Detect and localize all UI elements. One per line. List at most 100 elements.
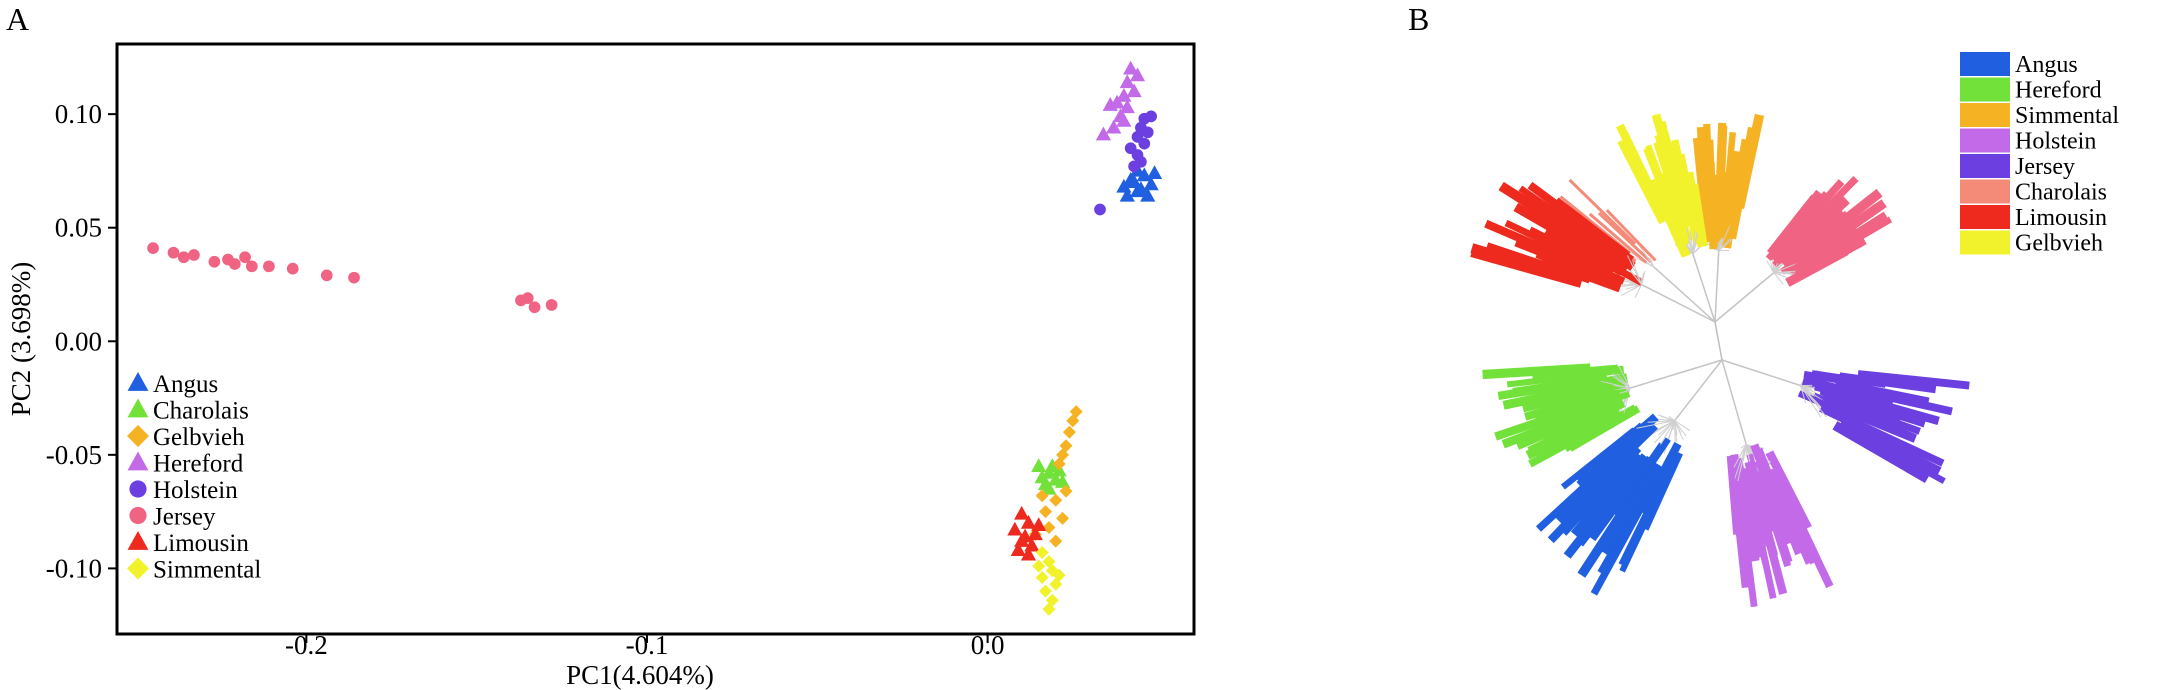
legend-label-gelbvieh: Gelbvieh	[153, 424, 245, 451]
tree-stem	[1674, 359, 1723, 422]
tree-internal-branch	[1674, 420, 1687, 437]
point-gelbvieh	[1052, 457, 1066, 471]
legend-marker-angus	[127, 372, 149, 391]
tree-leaf-limousin	[1470, 243, 1583, 287]
point-jersey	[286, 262, 299, 275]
tree-internal-branch	[1771, 269, 1775, 273]
legend-marker-limousin	[127, 531, 149, 550]
tree-internal-branch	[1672, 420, 1676, 431]
point-jersey	[167, 246, 180, 259]
tree-leaf-limousin	[1527, 226, 1615, 276]
point-holstein	[1138, 137, 1151, 150]
tree-leaf-holstein	[1765, 450, 1812, 530]
legend-b-label-simmental: Simmental	[2015, 103, 2119, 129]
tree-stem	[1714, 271, 1775, 323]
tree-internal-branch	[1674, 420, 1679, 428]
point-angus	[1119, 187, 1135, 202]
tree-leaf-holstein	[1744, 461, 1773, 547]
point-gelbvieh	[1066, 414, 1080, 428]
point-gelbvieh	[1039, 505, 1053, 519]
tree-leaf-jersey	[1839, 417, 1942, 476]
legend-b-label-charolais: Charolais	[2015, 180, 2107, 206]
tree-internal-branch	[1773, 263, 1778, 273]
point-gelbvieh	[1049, 534, 1063, 548]
legend-label-hereford: Hereford	[153, 451, 244, 478]
legend-label-angus: Angus	[153, 371, 218, 398]
point-gelbvieh	[1059, 484, 1073, 498]
tree-leaf-angus	[1547, 456, 1631, 544]
tree-internal-branch	[1718, 221, 1733, 251]
tree-internal-branch	[1770, 262, 1775, 273]
tree-leaf-gelbvieh	[1690, 184, 1708, 248]
tree-internal-branch	[1626, 254, 1642, 285]
legend-marker-simmental	[127, 557, 149, 580]
tree-backbone	[1714, 321, 1723, 361]
point-simmental	[1042, 602, 1056, 616]
point-limousin	[1020, 546, 1037, 561]
tree-internal-branch	[1773, 272, 1784, 285]
legend-b-label-jersey: Jersey	[2015, 154, 2075, 180]
legend-label-simmental: Simmental	[153, 557, 261, 584]
point-holstein	[1141, 126, 1154, 139]
point-charolais	[1031, 458, 1047, 472]
legend-b-label-hereford: Hereford	[2015, 78, 2102, 104]
point-jersey	[245, 260, 258, 273]
tree-leaf-jersey	[1789, 176, 1859, 246]
tree-internal-branch	[1799, 385, 1807, 404]
point-limousin	[1014, 505, 1030, 520]
tree-leaf-jersey	[1829, 395, 1921, 435]
legend-marker-hereford	[127, 451, 149, 471]
tree-stem	[1653, 266, 1716, 323]
point-jersey	[521, 292, 534, 304]
tree-internal-branch	[1646, 263, 1654, 268]
point-limousin	[1017, 528, 1033, 543]
scatter-points	[147, 60, 1163, 616]
tree-leaf-charolais	[1597, 211, 1653, 264]
tree-stem	[1692, 253, 1716, 323]
point-limousin	[1007, 521, 1023, 536]
point-angus	[1146, 165, 1163, 179]
tree-internal-branch	[1596, 379, 1631, 389]
point-jersey	[263, 260, 275, 273]
point-limousin	[1027, 526, 1043, 541]
tree-leaf-angus	[1570, 452, 1645, 538]
tree-leaf-charolais	[1588, 212, 1648, 264]
tree-stem	[1721, 359, 1801, 387]
y-axis-ticks: 0.10 0.05 0.00 -0.05 -0.10	[46, 99, 117, 583]
tree-stem	[1629, 359, 1723, 389]
x-tick-label: 0.0	[971, 630, 1005, 660]
point-simmental	[1032, 559, 1046, 573]
tree-internal-branch	[1737, 444, 1747, 482]
tree-internal-branch	[1733, 444, 1747, 468]
tree-leaf-hereford	[1482, 363, 1591, 380]
legend-swatch-simmental	[1960, 103, 2010, 127]
x-tick-label: -0.2	[285, 630, 328, 660]
legend-marker-jersey	[129, 506, 147, 525]
legend-label-jersey: Jersey	[153, 504, 216, 531]
point-hereford	[1102, 97, 1118, 111]
tree-internal-branch	[1641, 270, 1646, 285]
tree-stem	[1641, 283, 1716, 323]
point-gelbvieh	[1062, 425, 1076, 439]
tree-internal-branch	[1800, 385, 1822, 418]
tree-internal-branch	[1647, 420, 1675, 423]
tree-leaf-angus	[1597, 422, 1658, 483]
y-tick-label: -0.05	[46, 440, 102, 470]
tree-leaf-angus	[1560, 427, 1637, 490]
point-hereford	[1106, 119, 1122, 134]
point-jersey	[545, 299, 558, 311]
point-hereford	[1119, 74, 1135, 89]
tree-leaf-hereford	[1512, 373, 1608, 395]
tree-leaf-holstein	[1754, 472, 1792, 568]
tree-internal-branch	[1674, 420, 1691, 431]
point-charolais	[1041, 480, 1057, 495]
point-hereford	[1123, 60, 1139, 75]
tree-leaf-jersey	[1832, 421, 1930, 484]
legend-b-label-holstein: Holstein	[2015, 129, 2096, 155]
point-jersey	[348, 271, 360, 284]
tree-internal-branch	[1674, 420, 1678, 435]
point-simmental	[1035, 570, 1049, 584]
point-holstein	[1145, 110, 1157, 123]
legend-swatch-holstein	[1960, 128, 2010, 153]
